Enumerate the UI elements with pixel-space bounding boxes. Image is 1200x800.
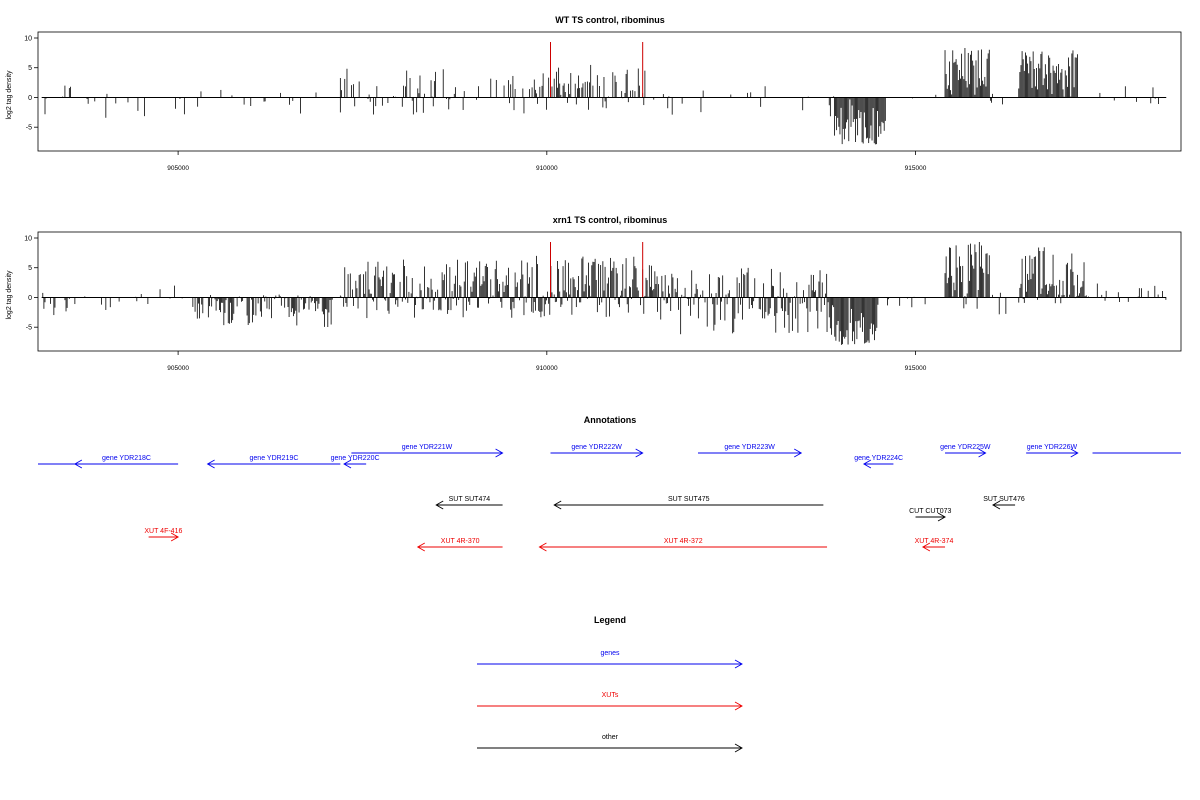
annotation-feature: gene YDR220C bbox=[331, 455, 380, 469]
annotation-label: gene YDR225W bbox=[940, 444, 991, 451]
y-tick-label: 5 bbox=[28, 65, 32, 72]
annotation-arrowhead bbox=[73, 459, 83, 469]
panel-title: WT TS control, ribominus bbox=[555, 15, 665, 25]
annotation-feature: gene YDR223W bbox=[697, 444, 803, 458]
legend-arrowhead bbox=[734, 743, 743, 753]
annotations-track: Annotations gene YDR218C gene YDR219C gene… bbox=[38, 415, 1181, 552]
marker-lines bbox=[550, 42, 644, 98]
annotation-feature: XUT 4R-372 bbox=[538, 538, 828, 552]
x-tick-label: 910000 bbox=[536, 165, 558, 172]
annotation-arrowhead bbox=[937, 512, 946, 522]
annotation-arrowhead bbox=[978, 448, 987, 458]
x-tick-label: 905000 bbox=[167, 365, 189, 372]
x-tick-label: 910000 bbox=[536, 365, 558, 372]
annotations-title: Annotations bbox=[584, 415, 637, 425]
annotation-arrowhead bbox=[343, 459, 352, 469]
legend-label: genes bbox=[600, 650, 620, 657]
annotation-label: XUT 4R-374 bbox=[915, 538, 954, 545]
wt-signal-panel: WT TS control, ribominus log2 tag densit… bbox=[6, 15, 1182, 172]
y-tick-label: -5 bbox=[26, 325, 32, 332]
y-tick-label: 10 bbox=[24, 236, 32, 243]
annotation-label: gene YDR222W bbox=[571, 444, 622, 451]
xrn1-signal-panel: xrn1 TS control, ribominus log2 tag dens… bbox=[6, 215, 1182, 372]
annotation-feature: SUT SUT475 bbox=[553, 496, 824, 510]
annotation-arrowhead bbox=[495, 448, 504, 458]
y-tick-label: 10 bbox=[24, 36, 32, 43]
annotation-feature: gene YDR224C bbox=[854, 455, 903, 469]
legend-entry: other bbox=[477, 734, 743, 753]
annotation-feature: gene YDR218C bbox=[73, 455, 179, 469]
plot-frame bbox=[37, 31, 1182, 152]
x-tick-label: 915000 bbox=[905, 165, 927, 172]
annotation-feature: gene YDR225W bbox=[940, 444, 991, 458]
annotation-label: gene YDR219C bbox=[250, 455, 299, 462]
annotation-label: CUT CUT073 bbox=[909, 508, 951, 515]
annotation-arrowhead bbox=[863, 459, 872, 469]
legend-arrowhead bbox=[734, 701, 743, 711]
annotation-label: gene YDR224C bbox=[854, 455, 903, 462]
y-axis-label: log2 tag density bbox=[6, 70, 13, 120]
annotation-arrowhead bbox=[921, 542, 931, 552]
annotation-feature: CUT CUT073 bbox=[909, 508, 952, 522]
legend-entry: genes bbox=[477, 650, 743, 669]
y-axis-label: log2 tag density bbox=[6, 270, 13, 320]
annotation-feature: gene YDR219C bbox=[206, 455, 341, 469]
signal-bars bbox=[44, 48, 1159, 145]
annotation-arrowhead bbox=[170, 532, 180, 542]
annotation-label: gene YDR226W bbox=[1027, 444, 1078, 451]
annotation-arrowhead bbox=[635, 448, 644, 458]
legend-entries: genes XUTs other bbox=[477, 650, 743, 753]
annotation-feature: gene YDR222W bbox=[550, 444, 644, 458]
annotation-feature: XUT 4R-370 bbox=[416, 538, 503, 552]
signal-bars bbox=[42, 241, 1167, 345]
panel-title: xrn1 TS control, ribominus bbox=[553, 215, 668, 225]
plot-frame bbox=[37, 231, 1182, 352]
annotation-label: SUT SUT476 bbox=[983, 496, 1025, 503]
annotation-feature: SUT SUT474 bbox=[435, 496, 503, 510]
annotation-feature: SUT SUT476 bbox=[983, 496, 1025, 510]
x-axis: 905000 910000 915000 bbox=[167, 351, 927, 372]
x-tick-label: 915000 bbox=[905, 365, 927, 372]
x-axis: 905000 910000 915000 bbox=[167, 151, 927, 172]
annotation-label: gene YDR223W bbox=[724, 444, 775, 451]
annotation-label: XUT 4R-370 bbox=[441, 538, 480, 545]
x-tick-label: 905000 bbox=[167, 165, 189, 172]
annotation-arrowhead bbox=[1070, 448, 1079, 458]
y-axis: -5 0 5 10 bbox=[24, 36, 38, 132]
legend-arrowhead bbox=[734, 659, 743, 669]
annotation-label: SUT SUT474 bbox=[449, 496, 491, 503]
annotation-feature: gene YDR221W bbox=[351, 444, 504, 458]
annotation-label: XUT 4R-372 bbox=[664, 538, 703, 545]
legend-label: other bbox=[602, 734, 619, 741]
annotation-arrowhead bbox=[553, 500, 562, 510]
y-tick-label: -5 bbox=[26, 125, 32, 132]
y-tick-label: 0 bbox=[28, 95, 32, 102]
legend-entry: XUTs bbox=[477, 692, 743, 711]
annotation-features: gene YDR218C gene YDR219C gene YDR220C gene… bbox=[38, 444, 1181, 552]
annotation-arrowhead bbox=[416, 542, 425, 552]
annotation-label: XUT 4F-416 bbox=[144, 528, 182, 535]
annotation-arrowhead bbox=[538, 542, 547, 552]
marker-lines bbox=[550, 242, 644, 298]
y-tick-label: 0 bbox=[28, 295, 32, 302]
annotation-arrowhead bbox=[206, 459, 215, 469]
annotation-label: gene YDR218C bbox=[102, 455, 151, 462]
annotation-label: gene YDR221W bbox=[402, 444, 453, 451]
legend-label: XUTs bbox=[602, 692, 619, 699]
y-tick-label: 5 bbox=[28, 265, 32, 272]
annotation-feature: XUT 4F-416 bbox=[144, 528, 182, 542]
annotation-arrowhead bbox=[992, 500, 1001, 510]
annotation-arrowhead bbox=[435, 500, 444, 510]
legend: Legend genes XUTs other bbox=[477, 615, 743, 753]
legend-title: Legend bbox=[594, 615, 626, 625]
annotation-label: SUT SUT475 bbox=[668, 496, 710, 503]
y-axis: -5 0 5 10 bbox=[24, 236, 38, 332]
annotation-arrowhead bbox=[794, 448, 803, 458]
annotation-feature: XUT 4R-374 bbox=[915, 538, 954, 552]
annotation-feature: gene YDR226W bbox=[1026, 444, 1079, 458]
annotation-label: gene YDR220C bbox=[331, 455, 380, 462]
